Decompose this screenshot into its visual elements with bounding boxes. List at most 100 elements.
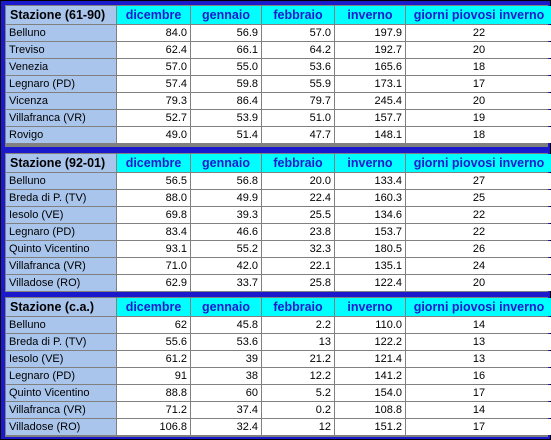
value-cell[interactable]: 60 [191, 385, 261, 401]
value-cell[interactable]: 49.9 [191, 190, 261, 206]
rainy-days-cell[interactable]: 22 [406, 25, 551, 41]
column-header-cell[interactable]: febbraio [262, 6, 334, 24]
rainy-days-cell[interactable]: 26 [406, 241, 551, 257]
value-cell[interactable]: 32.3 [262, 241, 334, 257]
value-cell[interactable]: 46.6 [191, 224, 261, 240]
value-cell[interactable]: 12.2 [262, 368, 334, 384]
rainy-days-cell[interactable]: 14 [406, 317, 551, 333]
rainy-days-cell[interactable]: 19 [406, 110, 551, 126]
rainy-days-cell[interactable]: 17 [406, 419, 551, 435]
value-cell[interactable]: 83.4 [117, 224, 190, 240]
value-cell[interactable]: 61.2 [117, 351, 190, 367]
value-cell[interactable]: 39.3 [191, 207, 261, 223]
rainy-days-cell[interactable]: 13 [406, 351, 551, 367]
value-cell[interactable]: 192.7 [335, 42, 405, 58]
rainy-days-cell[interactable]: 17 [406, 76, 551, 92]
rainy-days-cell[interactable]: 13 [406, 334, 551, 350]
station-name-cell[interactable]: Vicenza [6, 93, 116, 109]
value-cell[interactable]: 122.4 [335, 275, 405, 291]
station-name-cell[interactable]: Belluno [6, 317, 116, 333]
value-cell[interactable]: 245.4 [335, 93, 405, 109]
rainy-days-cell[interactable]: 18 [406, 59, 551, 75]
value-cell[interactable]: 165.6 [335, 59, 405, 75]
column-header-cell[interactable]: inverno [335, 154, 405, 172]
value-cell[interactable]: 56.5 [117, 173, 190, 189]
station-name-cell[interactable]: Villadose (RO) [6, 275, 116, 291]
rainy-days-cell[interactable]: 24 [406, 258, 551, 274]
value-cell[interactable]: 197.9 [335, 25, 405, 41]
station-header-cell[interactable]: Stazione (61-90) [6, 6, 116, 24]
rainy-days-cell[interactable]: 27 [406, 173, 551, 189]
station-name-cell[interactable]: Legnaro (PD) [6, 368, 116, 384]
station-name-cell[interactable]: Belluno [6, 173, 116, 189]
value-cell[interactable]: 133.4 [335, 173, 405, 189]
station-name-cell[interactable]: Villafranca (VR) [6, 258, 116, 274]
rainy-days-cell[interactable]: 25 [406, 190, 551, 206]
value-cell[interactable]: 62.4 [117, 42, 190, 58]
station-name-cell[interactable]: Breda di P. (TV) [6, 334, 116, 350]
value-cell[interactable]: 12 [262, 419, 334, 435]
value-cell[interactable]: 157.7 [335, 110, 405, 126]
value-cell[interactable]: 57.0 [117, 59, 190, 75]
column-header-cell[interactable]: inverno [335, 6, 405, 24]
value-cell[interactable]: 53.9 [191, 110, 261, 126]
rainy-days-cell[interactable]: 20 [406, 93, 551, 109]
station-header-cell[interactable]: Stazione (c.a.) [6, 298, 116, 316]
station-name-cell[interactable]: Legnaro (PD) [6, 224, 116, 240]
column-header-cell[interactable]: gennaio [191, 154, 261, 172]
value-cell[interactable]: 106.8 [117, 419, 190, 435]
value-cell[interactable]: 57.0 [262, 25, 334, 41]
rainy-days-cell[interactable]: 20 [406, 275, 551, 291]
value-cell[interactable]: 160.3 [335, 190, 405, 206]
value-cell[interactable]: 134.6 [335, 207, 405, 223]
column-header-cell[interactable]: febbraio [262, 298, 334, 316]
value-cell[interactable]: 88.0 [117, 190, 190, 206]
value-cell[interactable]: 110.0 [335, 317, 405, 333]
value-cell[interactable]: 108.8 [335, 402, 405, 418]
value-cell[interactable]: 25.5 [262, 207, 334, 223]
value-cell[interactable]: 2.2 [262, 317, 334, 333]
value-cell[interactable]: 38 [191, 368, 261, 384]
value-cell[interactable]: 51.0 [262, 110, 334, 126]
value-cell[interactable]: 53.6 [191, 334, 261, 350]
value-cell[interactable]: 135.1 [335, 258, 405, 274]
rainy-days-cell[interactable]: 17 [406, 385, 551, 401]
rainy-days-cell[interactable]: 16 [406, 368, 551, 384]
station-name-cell[interactable]: Quinto Vicentino [6, 241, 116, 257]
rainy-days-cell[interactable]: 22 [406, 224, 551, 240]
value-cell[interactable]: 21.2 [262, 351, 334, 367]
value-cell[interactable]: 62.9 [117, 275, 190, 291]
station-name-cell[interactable]: Legnaro (PD) [6, 76, 116, 92]
column-header-cell[interactable]: dicembre [117, 154, 190, 172]
value-cell[interactable]: 66.1 [191, 42, 261, 58]
column-header-cell[interactable]: dicembre [117, 6, 190, 24]
column-header-cell[interactable]: gennaio [191, 6, 261, 24]
value-cell[interactable]: 23.8 [262, 224, 334, 240]
value-cell[interactable]: 39 [191, 351, 261, 367]
value-cell[interactable]: 88.8 [117, 385, 190, 401]
value-cell[interactable]: 151.2 [335, 419, 405, 435]
value-cell[interactable]: 22.1 [262, 258, 334, 274]
value-cell[interactable]: 180.5 [335, 241, 405, 257]
column-header-cell[interactable]: giorni piovosi inverno [406, 298, 551, 316]
value-cell[interactable]: 79.3 [117, 93, 190, 109]
value-cell[interactable]: 55.9 [262, 76, 334, 92]
value-cell[interactable]: 49.0 [117, 127, 190, 143]
value-cell[interactable]: 122.2 [335, 334, 405, 350]
station-name-cell[interactable]: Villadose (RO) [6, 419, 116, 435]
column-header-cell[interactable]: dicembre [117, 298, 190, 316]
station-name-cell[interactable]: Rovigo [6, 127, 116, 143]
station-name-cell[interactable]: Belluno [6, 25, 116, 41]
value-cell[interactable]: 154.0 [335, 385, 405, 401]
value-cell[interactable]: 52.7 [117, 110, 190, 126]
value-cell[interactable]: 57.4 [117, 76, 190, 92]
value-cell[interactable]: 56.9 [191, 25, 261, 41]
station-name-cell[interactable]: Venezia [6, 59, 116, 75]
station-name-cell[interactable]: Villafranca (VR) [6, 402, 116, 418]
value-cell[interactable]: 53.6 [262, 59, 334, 75]
rainy-days-cell[interactable]: 18 [406, 127, 551, 143]
value-cell[interactable]: 55.6 [117, 334, 190, 350]
value-cell[interactable]: 33.7 [191, 275, 261, 291]
column-header-cell[interactable]: gennaio [191, 298, 261, 316]
station-name-cell[interactable]: Iesolo (VE) [6, 351, 116, 367]
